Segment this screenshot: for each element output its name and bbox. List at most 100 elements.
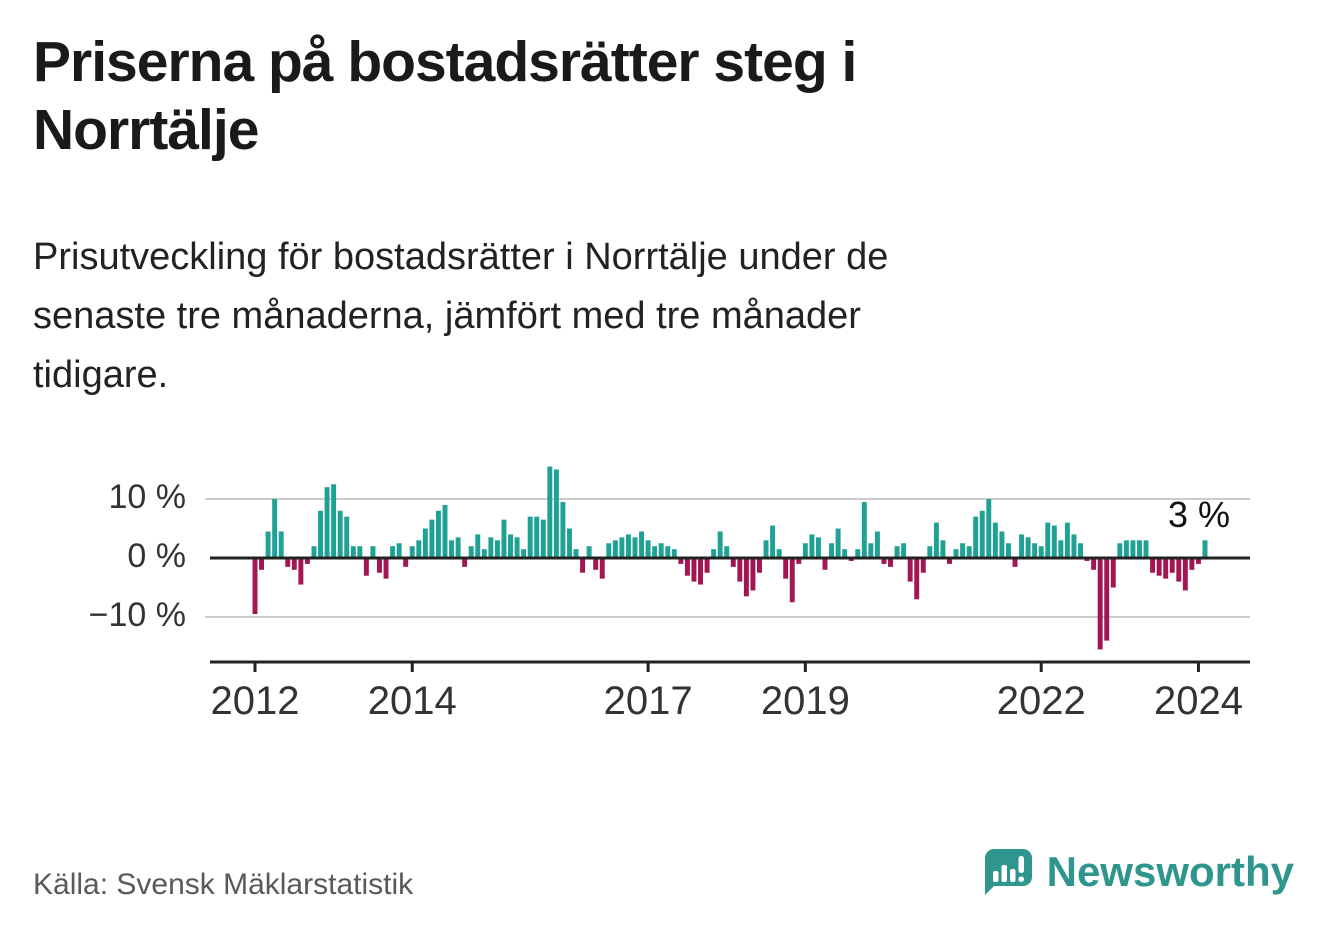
bar [1150,558,1156,573]
bar [1156,558,1162,576]
bar [711,549,717,558]
bar [331,484,337,558]
bar [894,546,900,558]
bar [455,537,461,558]
bar [383,558,389,579]
bar [855,549,861,558]
bar [815,537,821,558]
bar [986,499,992,558]
bar [468,546,474,558]
bar [789,558,795,603]
bar [416,540,422,558]
bar [1071,534,1077,558]
bar [272,499,278,558]
bar [357,546,363,558]
bar [737,558,743,582]
bar [966,546,972,558]
bar [527,516,533,558]
bar [1117,543,1123,558]
bar [947,558,952,564]
bar [639,531,645,558]
bar [888,558,893,567]
bar [403,558,409,567]
bar [298,558,304,585]
bar [1012,558,1018,567]
bar [835,528,841,558]
bar [1195,558,1201,564]
bar [632,537,638,558]
bar [874,531,880,558]
bar [1038,546,1044,558]
bar [475,534,481,558]
bar [612,540,618,558]
bar [1163,558,1169,579]
bar [1104,558,1110,641]
bar [1130,540,1136,558]
bar [999,531,1005,558]
bar [671,549,677,558]
bar [770,525,776,558]
chart-subtitle: Prisutveckling för bostadsrätter i Norrt… [33,236,889,396]
bar [422,528,428,558]
bar [901,543,907,558]
bar [521,549,527,558]
x-axis-tick-label: 2014 [368,679,457,723]
bar [1051,525,1057,558]
bar [691,558,697,582]
bar [868,543,874,558]
bar [252,558,258,615]
newsworthy-wordmark: Newsworthy [1046,848,1294,895]
bar [285,558,291,567]
bar [1025,537,1031,558]
bar [593,558,599,570]
bar [540,519,546,558]
bar [573,549,579,558]
bar [763,540,769,558]
bar [435,510,441,558]
bar [881,558,887,564]
bar [665,546,671,558]
bar [481,549,487,558]
bar [265,531,271,558]
newsworthy-logo-icon [984,849,1032,895]
bar [462,558,468,567]
bar [311,546,317,558]
y-axis-tick-label: −10 % [89,596,186,634]
bar [377,558,382,573]
bar [318,510,323,558]
bar [547,466,553,558]
bar [822,558,828,570]
bar [933,522,939,558]
bar [1078,543,1083,558]
bar [953,549,959,558]
bar [1032,543,1038,558]
bar [350,546,356,558]
y-axis-tick-label: 0 % [127,537,186,575]
bar [606,543,612,558]
bar [1019,534,1025,558]
bar [488,537,494,558]
bar [809,534,815,558]
bar [599,558,605,579]
bar [992,522,998,558]
bar [1169,558,1175,573]
page-title: Priserna på bostadsrätter steg i Norrtäl… [33,30,857,163]
bar [783,558,789,579]
bar [553,469,559,558]
bar [291,558,297,570]
bar [973,516,979,558]
bar [560,501,566,558]
bar [757,558,762,573]
bar [449,540,455,558]
bar [390,546,396,558]
bar [501,519,507,558]
bar [678,558,684,564]
bar [684,558,690,576]
bar [619,537,625,558]
bar [508,534,513,558]
bar [514,537,520,558]
bar [861,501,867,558]
x-axis-tick-label: 2024 [1154,679,1243,723]
bar [796,558,802,564]
